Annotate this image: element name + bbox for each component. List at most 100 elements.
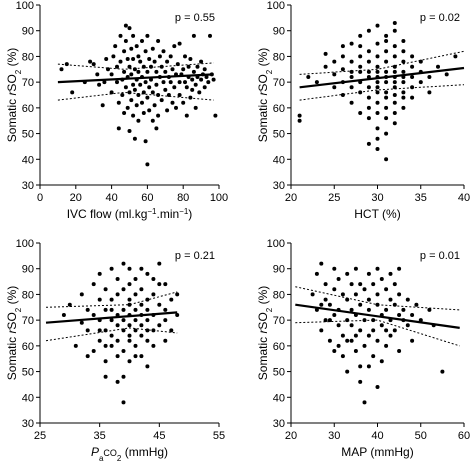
- data-point: [427, 75, 432, 79]
- data-point: [405, 323, 410, 328]
- data-point: [375, 41, 380, 46]
- data-point: [397, 313, 402, 317]
- data-point: [127, 64, 132, 69]
- data-point: [410, 313, 415, 317]
- x-axis-label: MAP (mmHg): [341, 445, 413, 459]
- data-point: [371, 328, 376, 333]
- data-point: [115, 64, 119, 69]
- data-point: [199, 77, 204, 82]
- x-tick-label: 55: [213, 430, 225, 442]
- data-point: [375, 385, 380, 389]
- data-point: [103, 343, 108, 348]
- data-point: [61, 313, 66, 317]
- data-point: [121, 400, 126, 405]
- data-point: [375, 54, 380, 59]
- data-point: [133, 292, 138, 297]
- data-point: [91, 313, 96, 317]
- data-point: [388, 297, 393, 302]
- data-point: [306, 75, 311, 79]
- data-point: [186, 64, 191, 69]
- data-point: [366, 333, 371, 338]
- data-point: [121, 287, 126, 292]
- data-point: [115, 323, 120, 328]
- p-value: p = 0.55: [175, 12, 215, 24]
- data-point: [145, 297, 150, 302]
- data-point: [79, 320, 84, 325]
- data-point: [163, 307, 168, 312]
- data-point: [375, 292, 380, 297]
- data-point: [358, 64, 363, 69]
- panel-paco2: 30 40 50 60 70 80 90 100 25 35 45 55 PaCO2 (mmHg) Som…: [5, 238, 225, 463]
- data-point: [345, 297, 350, 302]
- y-tick-label: 60: [273, 341, 285, 353]
- data-point: [103, 374, 108, 379]
- data-point: [143, 49, 148, 54]
- x-tick-label: 20: [285, 430, 297, 442]
- data-point: [213, 113, 218, 118]
- data-point: [129, 46, 134, 51]
- data-point: [122, 111, 127, 115]
- data-point: [97, 82, 102, 87]
- data-point: [118, 33, 123, 38]
- data-point: [95, 72, 100, 77]
- data-point: [85, 354, 90, 359]
- data-point: [103, 359, 108, 364]
- data-point: [384, 69, 389, 74]
- data-point: [366, 364, 371, 369]
- data-point: [401, 39, 406, 43]
- data-point: [145, 162, 150, 167]
- data-point: [163, 87, 168, 92]
- y-tick-label: 80: [273, 289, 285, 301]
- data-point: [154, 69, 159, 74]
- y-tick-label: 90: [22, 26, 34, 38]
- data-point: [332, 287, 337, 292]
- data-point: [190, 87, 195, 92]
- x-tick-label: 20: [285, 192, 297, 204]
- data-point: [67, 302, 72, 307]
- data-point: [97, 328, 102, 333]
- data-point: [358, 379, 363, 384]
- data-point: [314, 80, 319, 85]
- data-point: [115, 292, 120, 297]
- data-point: [353, 333, 358, 338]
- data-point: [157, 323, 162, 328]
- data-point: [349, 85, 354, 90]
- data-point: [358, 328, 363, 333]
- data-point: [392, 282, 397, 287]
- data-point: [397, 292, 402, 297]
- data-point: [418, 318, 423, 323]
- x-axis-label: HCT (%): [354, 207, 400, 221]
- data-point: [139, 323, 144, 328]
- data-point: [172, 85, 177, 90]
- data-point: [104, 57, 109, 61]
- data-point: [375, 100, 380, 105]
- data-point: [121, 318, 126, 323]
- data-point: [206, 80, 211, 85]
- data-point: [120, 93, 125, 97]
- x-axis-label: IVC flow (ml.kg−1.min−1): [67, 207, 193, 222]
- data-point: [127, 297, 132, 302]
- data-point: [181, 100, 186, 105]
- data-point: [375, 136, 380, 141]
- data-point: [147, 85, 152, 90]
- y-tick-label: 100: [16, 238, 34, 250]
- data-point: [116, 126, 121, 131]
- y-tick-label: 70: [22, 77, 34, 89]
- data-point: [358, 44, 363, 49]
- data-point: [345, 338, 350, 343]
- data-point: [170, 100, 175, 105]
- data-point: [379, 277, 384, 281]
- data-point: [405, 297, 410, 302]
- data-point: [109, 343, 114, 348]
- data-point: [79, 292, 84, 297]
- data-point: [121, 261, 126, 266]
- data-point: [379, 323, 384, 328]
- y-tick-label: 40: [273, 392, 285, 404]
- data-point: [410, 95, 415, 100]
- regression-line: [295, 303, 460, 329]
- data-point: [202, 85, 207, 90]
- data-point: [349, 100, 354, 105]
- data-point: [125, 105, 130, 110]
- data-point: [145, 328, 150, 333]
- y-tick-label: 90: [22, 264, 34, 276]
